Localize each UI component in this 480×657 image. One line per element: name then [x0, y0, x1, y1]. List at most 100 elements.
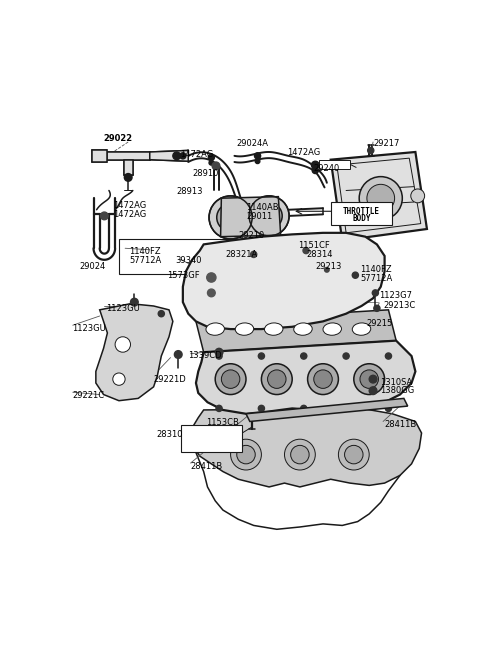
Circle shape [209, 160, 214, 165]
Circle shape [216, 353, 222, 359]
Circle shape [343, 353, 349, 359]
Text: 1123GU: 1123GU [106, 304, 140, 313]
Text: 1573GF: 1573GF [168, 271, 200, 280]
Text: 1153CB: 1153CB [206, 419, 239, 428]
Circle shape [173, 152, 180, 160]
Circle shape [207, 273, 216, 282]
Text: THROTTLE: THROTTLE [343, 207, 380, 215]
Circle shape [262, 364, 292, 395]
Circle shape [267, 370, 286, 388]
Circle shape [354, 364, 384, 395]
Polygon shape [183, 233, 384, 329]
Text: 29011: 29011 [246, 212, 272, 221]
Bar [319, 160, 350, 169]
Polygon shape [331, 152, 427, 240]
Ellipse shape [235, 323, 254, 335]
Text: 28411B: 28411B [384, 420, 417, 429]
Circle shape [368, 147, 374, 154]
Circle shape [300, 353, 307, 359]
Text: 28411B: 28411B [191, 461, 223, 470]
Circle shape [255, 159, 260, 164]
Circle shape [345, 445, 363, 464]
Circle shape [324, 267, 329, 272]
Text: 29213: 29213 [315, 262, 342, 271]
Text: 1140AB: 1140AB [246, 203, 278, 212]
Circle shape [230, 439, 262, 470]
Circle shape [312, 161, 319, 169]
Bar [180, 425, 242, 452]
Text: 1380GG: 1380GG [380, 386, 414, 395]
Polygon shape [221, 196, 281, 237]
Circle shape [254, 153, 261, 159]
Ellipse shape [264, 323, 283, 335]
Circle shape [343, 405, 349, 411]
Circle shape [258, 353, 264, 359]
Text: 28321A: 28321A [225, 250, 257, 259]
Circle shape [237, 445, 255, 464]
Circle shape [256, 203, 282, 229]
Circle shape [374, 306, 380, 311]
Text: 1123GU: 1123GU [72, 324, 106, 332]
Circle shape [216, 405, 222, 411]
Polygon shape [246, 398, 408, 422]
Circle shape [369, 375, 377, 383]
Text: 29024A: 29024A [237, 139, 269, 148]
Polygon shape [196, 340, 415, 414]
Circle shape [303, 248, 309, 254]
Polygon shape [150, 150, 188, 161]
Circle shape [258, 405, 264, 411]
Circle shape [352, 272, 359, 279]
Circle shape [251, 252, 257, 258]
Text: 28314: 28314 [306, 250, 333, 259]
Text: 29024: 29024 [79, 262, 105, 271]
Polygon shape [92, 150, 108, 162]
Bar [119, 239, 285, 274]
Text: 28913: 28913 [176, 187, 203, 196]
Polygon shape [108, 152, 150, 160]
Circle shape [300, 405, 307, 411]
Text: 29221C: 29221C [72, 391, 104, 399]
Polygon shape [192, 409, 421, 487]
Text: 29217: 29217 [373, 139, 399, 148]
Circle shape [225, 212, 237, 223]
Circle shape [367, 185, 395, 212]
Text: 28910: 28910 [192, 169, 218, 178]
Ellipse shape [323, 323, 341, 335]
Text: 28310: 28310 [156, 430, 182, 439]
Circle shape [158, 311, 164, 317]
Text: 39340: 39340 [175, 256, 202, 265]
Circle shape [215, 364, 246, 395]
Text: 1472AG: 1472AG [114, 200, 147, 210]
Circle shape [113, 373, 125, 385]
Text: 1123G7: 1123G7 [379, 290, 412, 300]
Ellipse shape [206, 323, 225, 335]
Circle shape [207, 289, 215, 297]
Circle shape [212, 162, 220, 170]
Circle shape [285, 439, 315, 470]
Text: 29210: 29210 [238, 231, 264, 240]
Text: 1140FZ: 1140FZ [360, 265, 392, 274]
Text: 1472AG: 1472AG [180, 150, 214, 160]
Text: 29221D: 29221D [154, 374, 186, 384]
Circle shape [338, 439, 369, 470]
Circle shape [115, 337, 131, 352]
Text: 1151CF: 1151CF [299, 240, 330, 250]
Text: 57712A: 57712A [129, 256, 161, 265]
Text: 29240: 29240 [313, 164, 339, 173]
Circle shape [124, 173, 132, 181]
Circle shape [411, 189, 425, 203]
Circle shape [369, 387, 377, 395]
Circle shape [308, 364, 338, 395]
Text: 1472AG: 1472AG [114, 210, 147, 219]
Text: 1339CD: 1339CD [188, 351, 222, 359]
Ellipse shape [352, 323, 371, 335]
Circle shape [174, 351, 182, 358]
Text: 1310SA: 1310SA [380, 378, 412, 386]
Text: 1140FZ: 1140FZ [129, 246, 161, 256]
Polygon shape [196, 310, 396, 352]
Circle shape [180, 153, 186, 159]
Ellipse shape [294, 323, 312, 335]
Circle shape [131, 298, 138, 306]
Circle shape [359, 177, 402, 219]
Bar [331, 202, 392, 225]
